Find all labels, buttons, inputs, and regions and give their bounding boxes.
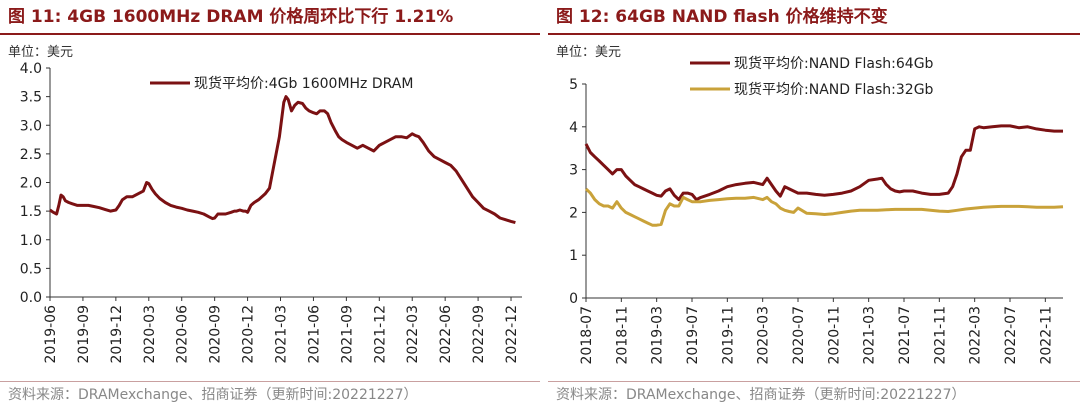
x-tick-label: 2019-07 [685, 306, 701, 365]
title-divider [548, 33, 1080, 35]
x-tick-label: 2022-12 [504, 305, 520, 364]
x-tick-label: 2021-07 [897, 306, 913, 365]
x-tick-label: 2018-11 [614, 306, 630, 365]
y-tick-label: 3.0 [20, 118, 42, 134]
dram-price-chart: 单位：美元 0.0 0.5 1.0 1.5 2.0 2.5 3.0 3.5 4.0 2019-06 2… [8, 45, 522, 364]
x-tick-label: 2020-03 [142, 305, 158, 364]
x-tick-label: 2022-07 [1003, 306, 1019, 365]
source-note-nand: 资料来源：DRAMexchange、招商证券（更新时间:20221227） [556, 387, 966, 403]
x-tick-label: 2019-12 [109, 305, 125, 364]
x-tick-label: 2020-12 [241, 305, 257, 364]
legend-label: 现货平均价:NAND Flash:64Gb [734, 55, 934, 72]
x-tick-label: 2021-11 [932, 306, 948, 365]
y-tick-label: 2.0 [20, 176, 42, 192]
unit-label: 单位：美元 [556, 45, 621, 60]
y-tick-label: 1 [569, 248, 578, 264]
x-tick-label: 2021-09 [339, 305, 355, 364]
chart-title-dram: 图 11: 4GB 1600MHz DRAM 价格周环比下行 1.21% [8, 7, 454, 27]
nand-price-panel: 图 12: 64GB NAND flash 价格维持不变 单位：美元 0 1 2 3 4 5… [548, 0, 1080, 409]
footer-divider [0, 381, 540, 382]
x-tick-label: 2021-06 [306, 305, 322, 364]
y-tick-label: 4.0 [20, 61, 42, 77]
x-tick-label: 2022-11 [1038, 306, 1054, 365]
x-tick-label: 2022-03 [968, 306, 984, 365]
x-tick-label: 2020-09 [208, 305, 224, 364]
x-tick-label: 2021-12 [372, 305, 388, 364]
legend-label: 现货平均价:NAND Flash:32Gb [734, 81, 934, 98]
x-tick-label: 2021-03 [862, 306, 878, 365]
y-tick-label: 0 [569, 291, 578, 307]
y-tick-label: 0.0 [20, 290, 42, 306]
x-tick-label: 2019-11 [720, 306, 736, 365]
source-note-dram: 资料来源：DRAMexchange、招商证券（更新时间:20221227） [8, 387, 418, 403]
y-tick-label: 4 [569, 120, 578, 136]
y-tick-label: 0.5 [20, 261, 42, 277]
y-tick-label: 2 [569, 205, 578, 221]
nand-price-chart: 单位：美元 0 1 2 3 4 5 2018-07 2018-11 2019-03 2019-07 2… [556, 45, 1064, 365]
chart-title-nand: 图 12: 64GB NAND flash 价格维持不变 [556, 7, 888, 27]
x-tick-label: 2022-06 [438, 305, 454, 364]
x-tick-label: 2020-06 [175, 305, 191, 364]
series-line-0 [584, 124, 1063, 202]
y-tick-label: 3 [569, 163, 578, 179]
x-tick-label: 2020-11 [826, 306, 842, 365]
x-tick-label: 2019-03 [650, 306, 666, 365]
y-tick-label: 5 [569, 77, 578, 93]
series-line-0 [49, 95, 516, 225]
x-tick-label: 2019-06 [43, 305, 59, 364]
footer-divider [548, 381, 1080, 382]
title-divider [0, 33, 540, 35]
y-tick-label: 3.5 [20, 90, 42, 106]
y-tick-label: 1.0 [20, 233, 42, 249]
series-line-1 [584, 187, 1064, 227]
unit-label: 单位：美元 [8, 45, 73, 60]
x-tick-label: 2020-07 [791, 306, 807, 365]
legend-label: 现货平均价:4Gb 1600MHz DRAM [194, 75, 413, 92]
x-tick-label: 2020-03 [756, 306, 772, 365]
y-tick-label: 2.5 [20, 147, 42, 163]
x-tick-label: 2021-03 [274, 305, 290, 364]
x-tick-label: 2018-07 [579, 306, 595, 365]
x-tick-label: 2019-09 [76, 305, 92, 364]
x-tick-label: 2022-03 [405, 305, 421, 364]
y-tick-label: 1.5 [20, 204, 42, 220]
x-tick-label: 2022-09 [471, 305, 487, 364]
dram-price-panel: 图 11: 4GB 1600MHz DRAM 价格周环比下行 1.21% 单位：… [0, 7, 540, 403]
